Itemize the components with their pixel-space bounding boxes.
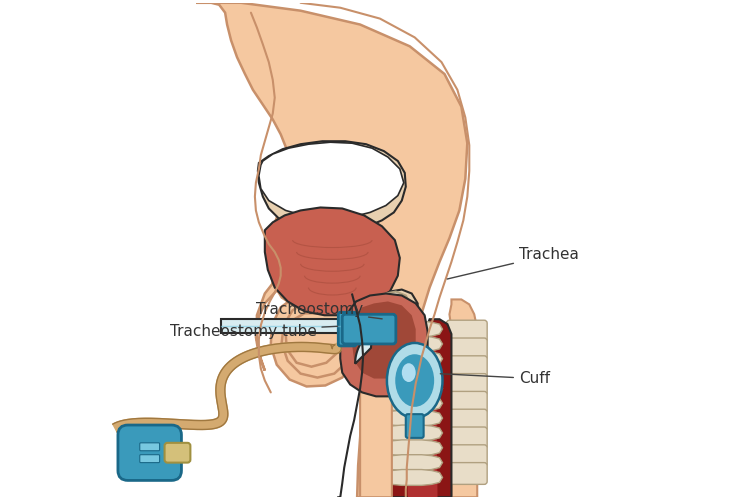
Polygon shape — [384, 351, 442, 366]
Polygon shape — [384, 410, 442, 426]
Polygon shape — [265, 208, 400, 316]
FancyBboxPatch shape — [342, 314, 396, 344]
FancyBboxPatch shape — [118, 425, 182, 480]
Polygon shape — [356, 324, 395, 364]
Polygon shape — [258, 141, 406, 232]
Polygon shape — [406, 327, 437, 497]
FancyBboxPatch shape — [140, 454, 160, 462]
Polygon shape — [259, 142, 404, 218]
Polygon shape — [112, 342, 341, 432]
Polygon shape — [383, 348, 405, 370]
Polygon shape — [367, 348, 389, 370]
Text: Tracheostomy tube: Tracheostomy tube — [170, 324, 338, 338]
Text: Trachea: Trachea — [447, 248, 579, 279]
Polygon shape — [384, 319, 414, 497]
Polygon shape — [370, 292, 412, 335]
Polygon shape — [449, 300, 477, 497]
Polygon shape — [352, 337, 410, 384]
Ellipse shape — [395, 354, 434, 407]
Polygon shape — [357, 346, 399, 380]
FancyBboxPatch shape — [446, 409, 488, 431]
FancyBboxPatch shape — [446, 374, 488, 396]
Polygon shape — [384, 470, 442, 486]
Ellipse shape — [387, 343, 442, 418]
Polygon shape — [360, 302, 392, 497]
FancyBboxPatch shape — [338, 312, 356, 346]
FancyBboxPatch shape — [446, 338, 488, 360]
FancyBboxPatch shape — [446, 427, 488, 449]
Polygon shape — [384, 425, 442, 441]
Polygon shape — [340, 294, 427, 397]
Polygon shape — [221, 319, 345, 333]
Polygon shape — [384, 366, 442, 382]
FancyBboxPatch shape — [446, 356, 488, 378]
FancyBboxPatch shape — [446, 445, 488, 466]
FancyBboxPatch shape — [446, 320, 488, 342]
Polygon shape — [384, 440, 442, 456]
Polygon shape — [384, 396, 442, 411]
FancyBboxPatch shape — [164, 443, 190, 462]
FancyBboxPatch shape — [446, 392, 488, 413]
Polygon shape — [384, 336, 442, 352]
Polygon shape — [384, 454, 442, 470]
FancyBboxPatch shape — [406, 414, 424, 438]
Ellipse shape — [402, 363, 416, 382]
FancyBboxPatch shape — [446, 462, 488, 484]
Text: Cuff: Cuff — [440, 371, 550, 386]
Text: Tracheostomy: Tracheostomy — [256, 302, 382, 319]
Polygon shape — [352, 290, 418, 355]
FancyBboxPatch shape — [140, 443, 160, 450]
Polygon shape — [384, 380, 442, 396]
Polygon shape — [422, 319, 452, 497]
Polygon shape — [352, 302, 416, 378]
Polygon shape — [196, 3, 467, 497]
Polygon shape — [384, 321, 442, 337]
